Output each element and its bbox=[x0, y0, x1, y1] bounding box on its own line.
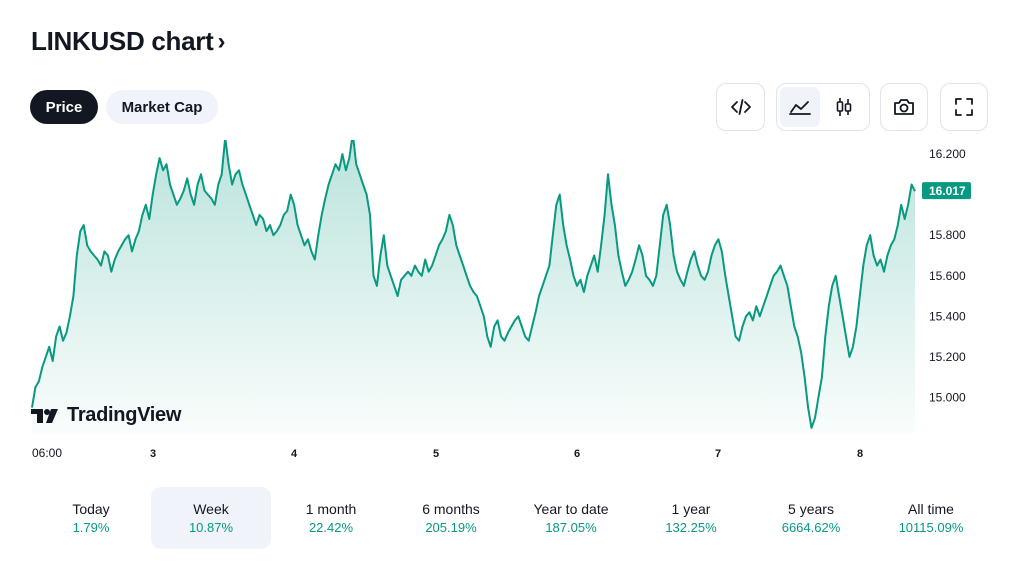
period-label: 1 month bbox=[305, 501, 357, 517]
candlestick-chart-button[interactable] bbox=[824, 87, 864, 127]
area-chart-button[interactable] bbox=[780, 87, 820, 127]
period-year-to-date[interactable]: Year to date 187.05% bbox=[511, 487, 631, 549]
chevron-right-icon: › bbox=[217, 27, 226, 55]
tab-market-cap[interactable]: Market Cap bbox=[106, 90, 218, 124]
y-tick-label: 15.800 bbox=[929, 228, 966, 242]
period-change: 6664.62% bbox=[781, 520, 841, 535]
series-layer bbox=[31, 140, 916, 434]
page-title[interactable]: LINKUSD chart › bbox=[31, 26, 225, 57]
period-week[interactable]: Week 10.87% bbox=[151, 487, 271, 549]
fullscreen-icon bbox=[955, 98, 973, 116]
period-change: 1.79% bbox=[72, 520, 110, 535]
period-change: 205.19% bbox=[425, 520, 477, 535]
period-label: Week bbox=[193, 501, 229, 517]
y-tick-label: 16.200 bbox=[929, 147, 966, 161]
period-change: 187.05% bbox=[545, 520, 597, 535]
chart-type-toggle bbox=[776, 83, 870, 131]
period-1-year[interactable]: 1 year 132.25% bbox=[631, 487, 751, 549]
candlestick-icon bbox=[836, 98, 852, 116]
x-tick-label: 5 bbox=[433, 448, 439, 460]
area-chart-icon bbox=[789, 101, 811, 115]
x-tick-label: 4 bbox=[291, 448, 298, 460]
period-1-month[interactable]: 1 month 22.42% bbox=[271, 487, 391, 549]
y-tick-label: 15.200 bbox=[929, 350, 966, 364]
x-axis: 06:00 3 4 5 6 7 8 bbox=[32, 446, 863, 460]
y-tick-label: 15.000 bbox=[929, 390, 966, 404]
embed-code-icon bbox=[730, 99, 751, 115]
period-change: 10115.09% bbox=[898, 520, 964, 535]
period-change: 132.25% bbox=[665, 520, 717, 535]
x-tick-label: 06:00 bbox=[32, 446, 62, 460]
y-tick-label: 15.600 bbox=[929, 269, 966, 283]
period-label: All time bbox=[908, 501, 954, 517]
tradingview-logo[interactable]: TradingView bbox=[31, 404, 181, 427]
embed-button[interactable] bbox=[716, 83, 765, 131]
y-axis: 16.200 15.800 15.600 15.400 15.200 15.000 16.0… bbox=[922, 147, 971, 404]
y-tick-label: 15.400 bbox=[929, 309, 966, 323]
period-change: 10.87% bbox=[188, 520, 234, 535]
x-tick-label: 7 bbox=[715, 448, 721, 460]
period-selector: Today 1.79% Week 10.87% 1 month 22.42% 6… bbox=[31, 487, 991, 549]
chart-title: LINKUSD chart bbox=[31, 26, 214, 56]
period-label: Year to date bbox=[533, 501, 609, 517]
period-label: Today bbox=[72, 501, 110, 517]
period-label: 1 year bbox=[671, 501, 711, 517]
x-tick-label: 3 bbox=[150, 448, 156, 460]
last-price-label: 16.017 bbox=[929, 184, 966, 198]
period-label: 6 months bbox=[422, 501, 480, 517]
x-tick-label: 8 bbox=[857, 448, 863, 460]
period-all-time[interactable]: All time 10115.09% bbox=[871, 487, 991, 549]
fullscreen-button[interactable] bbox=[940, 83, 988, 131]
x-tick-label: 6 bbox=[574, 448, 580, 460]
period-today[interactable]: Today 1.79% bbox=[31, 487, 151, 549]
period-5-years[interactable]: 5 years 6664.62% bbox=[751, 487, 871, 549]
snapshot-button[interactable] bbox=[880, 83, 928, 131]
tab-price[interactable]: Price bbox=[30, 90, 98, 124]
tradingview-logo-icon bbox=[31, 408, 58, 423]
period-label: 5 years bbox=[788, 501, 834, 517]
camera-icon bbox=[894, 99, 914, 115]
tradingview-logo-text: TradingView bbox=[67, 404, 182, 426]
last-price-badge: 16.017 bbox=[922, 182, 971, 200]
period-6-months[interactable]: 6 months 205.19% bbox=[391, 487, 511, 549]
last-price-badge-bg bbox=[922, 182, 971, 200]
period-change: 22.42% bbox=[308, 520, 354, 535]
price-area-fill bbox=[32, 140, 915, 434]
price-line bbox=[31, 140, 916, 429]
price-chart[interactable]: 16.200 15.800 15.600 15.400 15.200 15.000 16.0… bbox=[0, 140, 1024, 470]
